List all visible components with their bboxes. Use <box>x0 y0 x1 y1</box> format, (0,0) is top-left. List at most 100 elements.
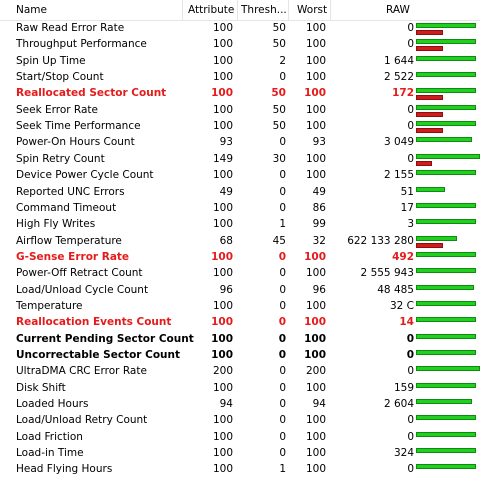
health-bars <box>416 201 480 217</box>
column-header-raw[interactable]: RAW <box>386 4 410 16</box>
attribute-name: Temperature <box>16 299 83 312</box>
column-divider[interactable] <box>330 0 331 20</box>
worst-value: 94 <box>312 398 326 411</box>
table-row[interactable]: G-Sense Error Rate 100 0 100 492 <box>0 250 480 266</box>
attribute-name: Power-On Hours Count <box>16 136 135 149</box>
worst-value: 100 <box>305 414 326 427</box>
worst-value: 100 <box>305 152 326 165</box>
column-header-threshold[interactable]: Thresh... <box>241 4 287 16</box>
table-row[interactable]: Disk Shift 100 0 100 159 <box>0 381 480 397</box>
table-row[interactable]: UltraDMA CRC Error Rate 200 0 200 0 <box>0 364 480 380</box>
worst-value: 100 <box>304 250 326 263</box>
worst-value: 100 <box>304 349 326 361</box>
table-row[interactable]: Throughput Performance 100 50 100 0 <box>0 37 480 53</box>
table-row[interactable]: Device Power Cycle Count 100 0 100 2 155 <box>0 168 480 184</box>
threshold-value: 50 <box>271 87 286 100</box>
raw-value: 2 155 <box>383 169 414 182</box>
worst-value: 86 <box>312 201 326 214</box>
table-row[interactable]: Temperature 100 0 100 32 C <box>0 299 480 315</box>
attribute-value: 100 <box>211 349 233 361</box>
table-row[interactable]: Power-On Hours Count 93 0 93 3 049 <box>0 135 480 151</box>
table-row[interactable]: Uncorrectable Sector Count 100 0 100 0 <box>0 348 480 364</box>
raw-value: 0 <box>407 120 414 133</box>
health-bars <box>416 250 480 266</box>
raw-value: 3 <box>407 218 414 231</box>
health-bar-good <box>416 186 445 192</box>
column-divider[interactable] <box>288 0 289 20</box>
table-row[interactable]: Start/Stop Count 100 0 100 2 522 <box>0 70 480 86</box>
health-bars <box>416 168 480 184</box>
table-row[interactable]: Raw Read Error Rate 100 50 100 0 <box>0 21 480 37</box>
worst-value: 100 <box>305 38 326 51</box>
worst-value: 99 <box>312 218 326 231</box>
worst-value: 100 <box>304 87 326 100</box>
attribute-value: 100 <box>211 332 233 345</box>
health-bar-good <box>416 39 476 45</box>
health-bar-good <box>416 415 476 421</box>
table-row[interactable]: Reallocated Sector Count 100 50 100 172 <box>0 86 480 102</box>
table-row[interactable]: Reallocation Events Count 100 0 100 14 <box>0 315 480 331</box>
health-bars <box>416 152 480 168</box>
table-row[interactable]: High Fly Writes 100 1 99 3 <box>0 217 480 233</box>
threshold-value: 0 <box>279 430 286 443</box>
column-divider[interactable] <box>182 0 183 20</box>
health-bar-bad <box>416 160 432 166</box>
table-row[interactable]: Load/Unload Cycle Count 96 0 96 48 485 <box>0 283 480 299</box>
table-row[interactable]: Head Flying Hours 100 1 100 0 <box>0 462 480 478</box>
health-bar-good <box>416 333 476 339</box>
table-row[interactable]: Load Friction 100 0 100 0 <box>0 430 480 446</box>
raw-value: 0 <box>407 103 414 116</box>
table-row[interactable]: Spin Retry Count 149 30 100 0 <box>0 152 480 168</box>
table-row[interactable]: Airflow Temperature 68 45 32 622 133 280 <box>0 234 480 250</box>
worst-value: 100 <box>305 120 326 133</box>
column-divider[interactable] <box>237 0 238 20</box>
table-row[interactable]: Reported UNC Errors 49 0 49 51 <box>0 185 480 201</box>
raw-value: 0 <box>407 430 414 443</box>
table-row[interactable]: Current Pending Sector Count 100 0 100 0 <box>0 332 480 348</box>
table-row[interactable]: Load-in Time 100 0 100 324 <box>0 446 480 462</box>
column-header-worst[interactable]: Worst <box>297 4 328 16</box>
attribute-name: Load-in Time <box>16 447 84 460</box>
column-header-attribute[interactable]: Attribute <box>188 4 235 16</box>
table-row[interactable]: Power-Off Retract Count 100 0 100 2 555 943 <box>0 266 480 282</box>
worst-value: 100 <box>305 103 326 116</box>
health-bar-good <box>416 235 457 241</box>
raw-value: 1 644 <box>383 54 414 67</box>
attribute-value: 100 <box>212 71 233 84</box>
attribute-name: Spin Retry Count <box>16 152 105 165</box>
table-row[interactable]: Command Timeout 100 0 86 17 <box>0 201 480 217</box>
health-bars <box>416 266 480 282</box>
table-row[interactable]: Loaded Hours 94 0 94 2 604 <box>0 397 480 413</box>
attribute-name: Airflow Temperature <box>16 234 122 247</box>
health-bars <box>416 446 480 462</box>
worst-value: 100 <box>305 381 326 394</box>
table-row[interactable]: Seek Time Performance 100 50 100 0 <box>0 119 480 135</box>
worst-value: 93 <box>312 136 326 149</box>
raw-value: 17 <box>400 201 414 214</box>
raw-value: 51 <box>400 185 414 198</box>
threshold-value: 0 <box>279 201 286 214</box>
raw-value: 14 <box>399 316 414 329</box>
raw-value: 0 <box>407 414 414 427</box>
table-row[interactable]: Seek Error Rate 100 50 100 0 <box>0 103 480 119</box>
column-header-name[interactable]: Name <box>16 4 47 16</box>
attribute-name: Reallocation Events Count <box>16 316 172 329</box>
attribute-name: Reallocated Sector Count <box>16 87 167 100</box>
attribute-value: 100 <box>212 463 233 476</box>
health-bars <box>416 299 480 315</box>
threshold-value: 0 <box>279 398 286 411</box>
health-bar-good <box>416 72 476 78</box>
threshold-value: 45 <box>272 234 286 247</box>
worst-value: 100 <box>305 22 326 34</box>
health-bar-good <box>416 121 476 127</box>
threshold-value: 0 <box>279 136 286 149</box>
health-bar-good <box>416 268 476 274</box>
health-bars <box>416 381 480 397</box>
table-row[interactable]: Spin Up Time 100 2 100 1 644 <box>0 54 480 70</box>
worst-value: 100 <box>304 332 326 345</box>
health-bars <box>416 103 480 119</box>
table-row[interactable]: Load/Unload Retry Count 100 0 100 0 <box>0 413 480 429</box>
health-bar-good <box>416 104 476 110</box>
raw-value: 3 049 <box>383 136 414 149</box>
threshold-value: 50 <box>272 38 286 51</box>
